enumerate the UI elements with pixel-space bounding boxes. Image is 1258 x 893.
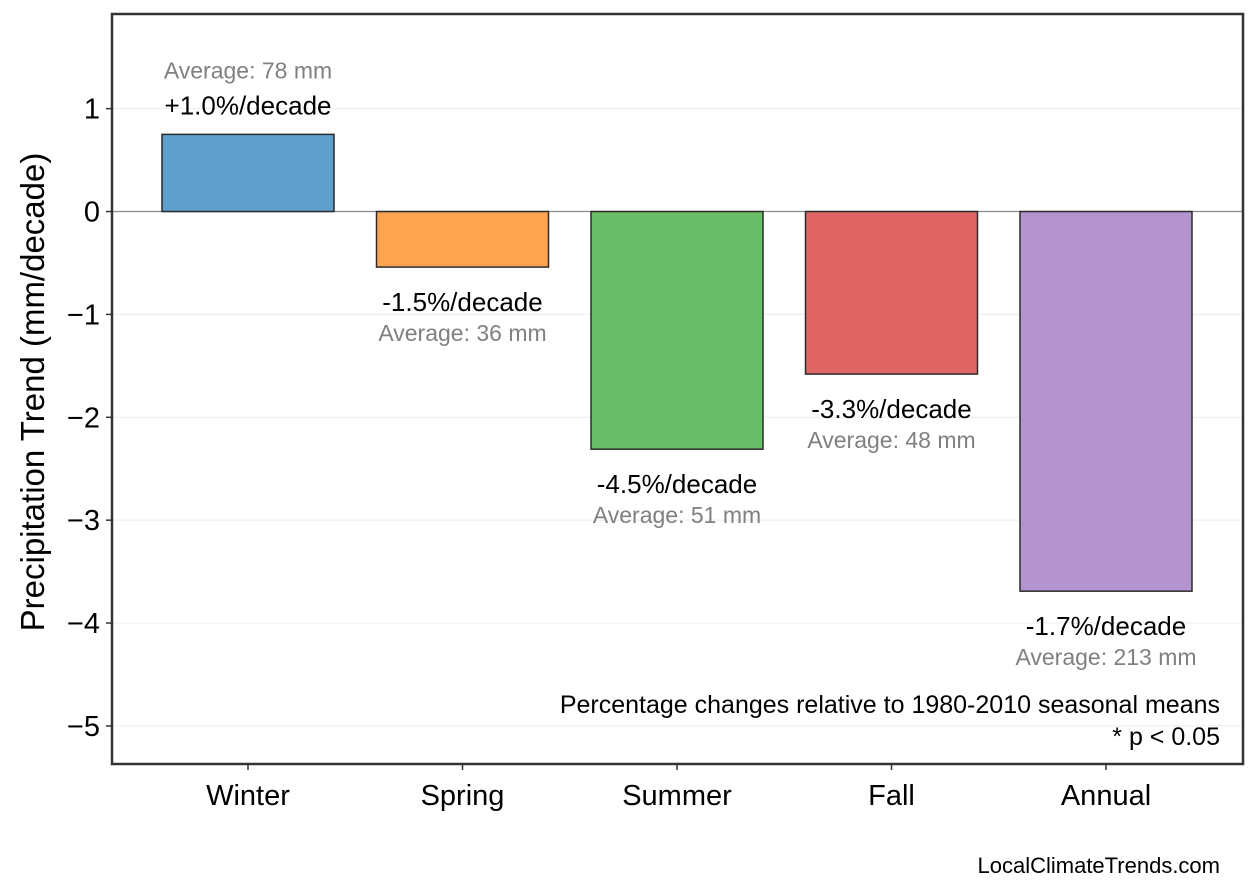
x-axis-ticks: Winter Spring Summer Fall Annual xyxy=(206,764,1151,812)
x-tick-label: Summer xyxy=(622,780,732,812)
bar-labels: +1.0%/decade Average: 78 mm -1.5%/decade Av… xyxy=(164,57,1197,670)
y-tick-label: 1 xyxy=(84,94,100,126)
trend-label: -1.5%/decade xyxy=(382,287,542,317)
average-label: Average: 78 mm xyxy=(164,57,332,83)
y-tick-label: −3 xyxy=(67,505,100,537)
bars xyxy=(161,133,1193,592)
bar-annual xyxy=(1019,210,1193,592)
annotation-note: Percentage changes relative to 1980-2010… xyxy=(560,691,1220,719)
y-tick-label: 0 xyxy=(84,197,100,229)
bar-winter xyxy=(161,133,335,213)
trend-label: -3.3%/decade xyxy=(811,394,971,424)
x-tick-label: Annual xyxy=(1061,780,1151,812)
y-tick-label: −1 xyxy=(67,299,100,331)
x-tick-label: Spring xyxy=(421,780,505,812)
source-credit: LocalClimateTrends.com xyxy=(978,853,1221,878)
trend-label: -4.5%/decade xyxy=(597,469,757,499)
bar-spring xyxy=(375,210,550,268)
average-label: Average: 213 mm xyxy=(1015,644,1196,670)
bar-summer xyxy=(590,210,764,450)
trend-label: +1.0%/decade xyxy=(165,90,332,120)
average-label: Average: 51 mm xyxy=(593,502,761,528)
bar-fall xyxy=(804,210,979,375)
y-tick-label: −2 xyxy=(67,402,100,434)
average-label: Average: 48 mm xyxy=(807,427,975,453)
y-axis-ticks: 1 0 −1 −2 −3 −4 −5 xyxy=(67,94,112,743)
significance-note: * p < 0.05 xyxy=(1112,723,1220,751)
x-tick-label: Fall xyxy=(868,780,915,812)
y-tick-label: −4 xyxy=(67,608,100,640)
x-tick-label: Winter xyxy=(206,780,290,812)
trend-label: -1.7%/decade xyxy=(1026,611,1186,641)
y-axis-label: Precipitation Trend (mm/decade) xyxy=(14,153,51,632)
average-label: Average: 36 mm xyxy=(378,320,546,346)
y-tick-label: −5 xyxy=(67,711,100,743)
